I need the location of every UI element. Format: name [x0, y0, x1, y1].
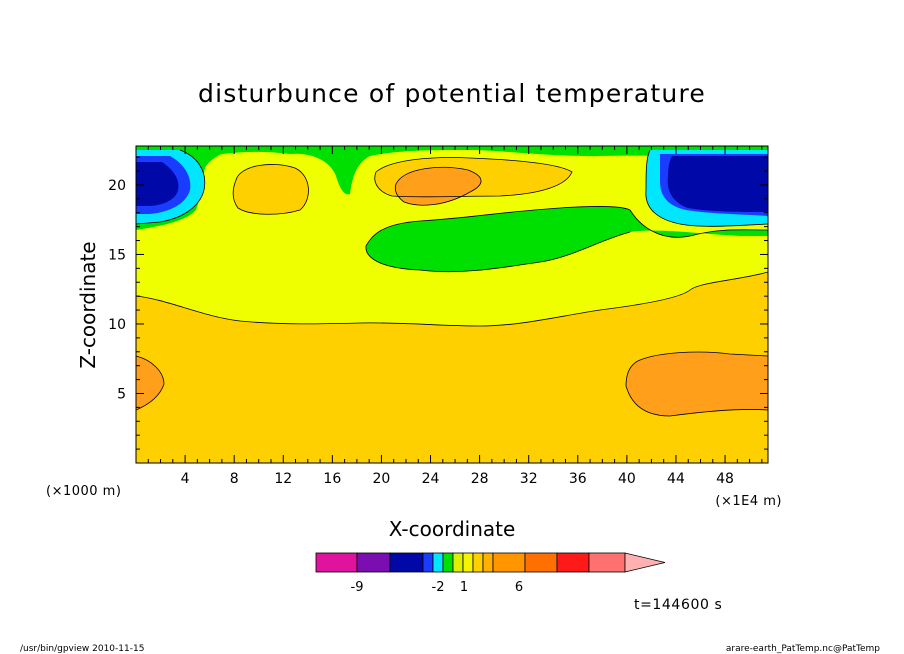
colorbar-swatch [422, 552, 434, 573]
x-tick-label: 28 [471, 471, 489, 487]
region-orange-left [136, 356, 164, 410]
contour-upper-orange [394, 166, 482, 206]
x-units-right: (×1E4 m) [715, 494, 782, 509]
y-axis-label: Z-coordinate [76, 241, 100, 368]
colorbar-swatch [492, 552, 526, 573]
x-tick-label: 4 [181, 471, 190, 487]
colorbar-label: -2 [432, 580, 445, 595]
contour-gold-blob [232, 164, 309, 215]
region-gold-left-blob [233, 164, 309, 215]
colorbar-swatch [588, 552, 626, 573]
contour-orange-right [625, 351, 768, 417]
x-tick-label: 12 [274, 471, 292, 487]
region-green [136, 146, 768, 272]
footer-left: /usr/bin/gpview 2010-11-15 [20, 644, 144, 654]
x-tick-label: 44 [667, 471, 685, 487]
colorbar-swatch [482, 552, 494, 573]
colorbar: -9 -2 1 6 [315, 552, 666, 595]
x-axis-label: X-coordinate [389, 517, 516, 541]
colorbar-swatch [462, 552, 474, 573]
colorbar-swatch [524, 552, 558, 573]
x-tick-label: 8 [230, 471, 239, 487]
contour-orange-left [136, 355, 165, 411]
y-tick-label: 5 [117, 386, 126, 402]
x-tick-label: 36 [569, 471, 587, 487]
colorbar-label: -9 [351, 580, 364, 595]
colorbar-label: 1 [460, 580, 468, 595]
colorbar-swatch [556, 552, 590, 573]
contour-green-mid [365, 205, 768, 273]
y-tick-label: 15 [108, 247, 126, 263]
colorbar-swatch [472, 552, 484, 573]
contour-lower [136, 271, 768, 327]
y-tick-label: 10 [108, 317, 126, 333]
y-tick-label: 20 [108, 178, 126, 194]
chart-title: disturbunce of potential temperature [198, 79, 706, 108]
colorbar-swatch [452, 552, 464, 573]
region-cold-right-navy [667, 156, 768, 212]
contour-right-cold [645, 149, 768, 227]
timestamp: t=144600 s [634, 597, 722, 613]
region-orange-right [626, 352, 768, 416]
footer-right: arare-earth_PatTemp.nc@PatTemp [726, 644, 880, 654]
colorbar-swatch [389, 552, 424, 573]
x-units-left: (×1000 m) [46, 484, 121, 499]
x-tick-label: 20 [373, 471, 391, 487]
x-tick-label: 24 [422, 471, 440, 487]
colorbar-arrow [624, 552, 666, 573]
x-tick-label: 32 [520, 471, 538, 487]
colorbar-swatch [315, 552, 358, 573]
colorbar-swatch [442, 552, 454, 573]
contour-upper-mid [374, 157, 573, 198]
x-tick-label: 48 [716, 471, 734, 487]
colorbar-swatch [432, 552, 444, 573]
x-tick-label: 40 [618, 471, 636, 487]
contour-left-cold [136, 149, 206, 225]
colorbar-label: 6 [515, 580, 523, 595]
plot-area [135, 145, 769, 464]
region-orange-upper-mid [395, 167, 482, 206]
colorbar-swatch [356, 552, 391, 573]
x-tick-label: 16 [323, 471, 341, 487]
region-cold-left-navy [136, 162, 179, 206]
plot-frame [135, 145, 769, 464]
